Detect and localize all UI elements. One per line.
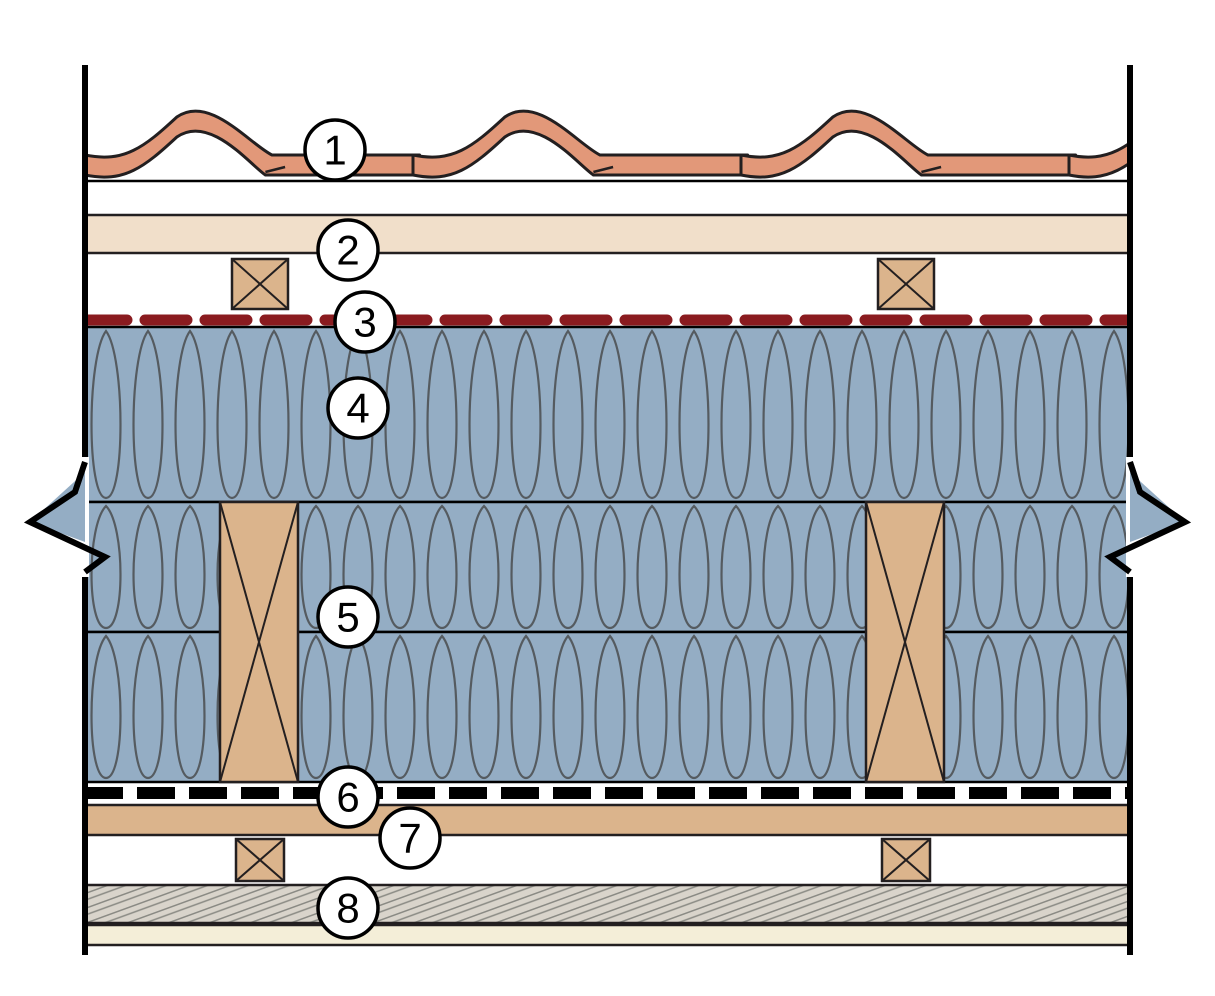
callout-label: 8 [336,885,359,932]
callout-8: 8 [318,878,378,938]
callout-label: 2 [336,227,359,274]
callout-2: 2 [318,220,378,280]
callout-label: 7 [398,815,421,862]
callout-1: 1 [305,120,365,180]
callout-7: 7 [380,808,440,868]
callout-label: 1 [323,127,346,174]
callout-label: 5 [336,594,359,641]
callout-4: 4 [328,378,388,438]
roof-section-diagram: 1 2 3 4 5 678 [0,0,1215,996]
callout-label: 4 [346,385,369,432]
callout-label: 3 [353,299,376,346]
callout-6: 6 [318,767,378,827]
callout-3: 3 [335,292,395,352]
callout-label: 6 [336,774,359,821]
callout-5: 5 [318,587,378,647]
